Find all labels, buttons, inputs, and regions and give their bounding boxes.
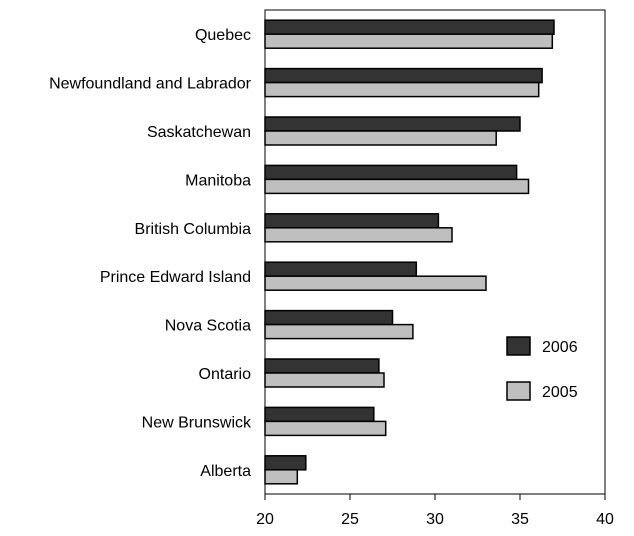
category-label-manitoba: Manitoba [185,172,251,189]
bar-new-brunswick-2005 [264,420,387,437]
bar-ontario-2006 [264,358,380,374]
legend-swatch-2006 [506,336,531,356]
bar-alberta-2006 [264,455,307,471]
bar-nova-scotia-2005 [264,323,414,340]
bar-quebec-2006 [264,19,555,35]
bar-ontario-2005 [264,372,385,388]
category-label-newfoundland-and-labrador: Newfoundland and Labrador [49,76,252,93]
category-label-british-columbia: British Columbia [135,221,252,238]
legend: 2006 2005 [506,336,578,401]
bars-layer [264,19,555,485]
bar-saskatchewan-2005 [264,130,497,146]
x-tick-label-20: 20 [256,511,274,528]
category-label-ontario: Ontario [199,366,252,383]
legend-label-2006: 2006 [542,339,578,356]
category-labels: Quebec Newfoundland and Labrador Saskatche… [49,27,252,480]
bar-newfoundland-and-labrador-2005 [264,81,540,98]
legend-label-2005: 2005 [542,384,578,401]
x-axis-ticks: 20 25 30 35 40 [256,494,614,528]
bar-manitoba-2005 [264,178,530,195]
bar-british-columbia-2005 [264,227,453,243]
x-tick-label-35: 35 [511,511,529,528]
category-label-nova-scotia: Nova Scotia [165,318,251,335]
bar-alberta-2005 [264,469,299,485]
category-label-saskatchewan: Saskatchewan [147,124,251,141]
category-label-new-brunswick: New Brunswick [142,414,252,431]
category-label-alberta: Alberta [200,463,251,480]
bar-manitoba-2006 [264,164,518,181]
bar-prince-edward-island-2006 [264,261,418,277]
bar-nova-scotia-2006 [264,309,394,326]
category-label-quebec: Quebec [195,27,251,44]
x-tick-label-40: 40 [596,511,614,528]
legend-swatch-2005 [506,381,531,401]
bar-new-brunswick-2006 [264,406,375,423]
category-label-prince-edward-island: Prince Edward Island [100,269,251,286]
bar-quebec-2005 [264,33,554,49]
x-tick-label-25: 25 [341,511,359,528]
bar-saskatchewan-2006 [264,116,521,132]
bar-prince-edward-island-2005 [264,275,487,291]
bar-british-columbia-2006 [264,213,440,229]
bar-newfoundland-and-labrador-2006 [264,67,543,84]
x-tick-label-30: 30 [426,511,444,528]
